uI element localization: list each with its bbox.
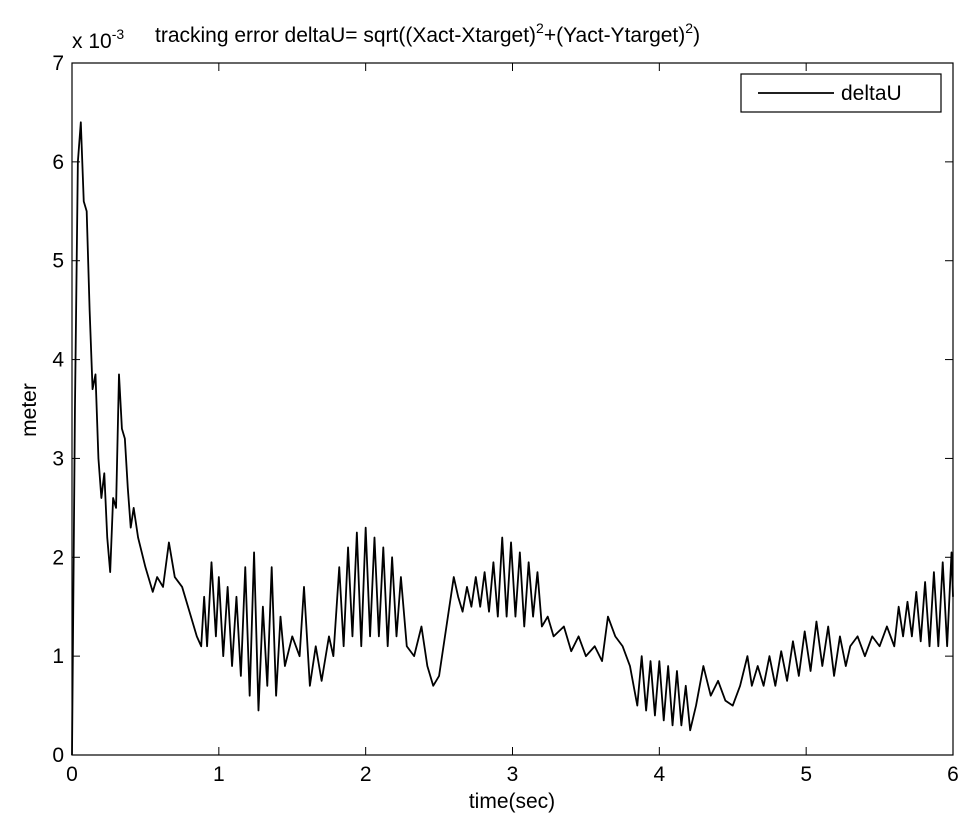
chart-title: tracking error deltaU= sqrt((Xact-Xtarge… <box>155 20 700 47</box>
text-part: +(Yact-Ytarget) <box>544 24 685 47</box>
y-multiplier: x 10-3 <box>72 26 124 53</box>
x-tick-label: 2 <box>360 763 372 786</box>
superscript: -3 <box>112 26 125 42</box>
y-tick-label: 3 <box>52 447 64 470</box>
text-part: ) <box>693 24 700 47</box>
x-tick-label: 6 <box>947 763 959 786</box>
superscript: 2 <box>685 20 693 36</box>
y-tick-label: 5 <box>52 250 64 273</box>
y-tick-label: 6 <box>52 151 64 174</box>
y-tick-label: 0 <box>52 744 64 767</box>
text-part: tracking error deltaU= sqrt((Xact-Xtarge… <box>155 24 536 47</box>
superscript: 2 <box>536 20 544 36</box>
y-tick-label: 2 <box>52 546 64 569</box>
x-tick-label: 1 <box>213 763 225 786</box>
legend-label: deltaU <box>841 82 902 105</box>
y-axis-label: meter <box>18 383 41 437</box>
data-line <box>71 121 954 756</box>
text-part: x 10 <box>72 30 112 53</box>
x-tick-label: 0 <box>66 763 78 786</box>
x-axis-label: time(sec) <box>469 790 555 813</box>
y-tick-label: 1 <box>52 645 64 668</box>
y-tick-label: 7 <box>52 52 64 75</box>
y-tick-label: 4 <box>52 349 64 372</box>
x-tick-label: 5 <box>800 763 812 786</box>
x-tick-label: 3 <box>507 763 519 786</box>
x-tick-label: 4 <box>653 763 665 786</box>
legend-box <box>740 73 942 113</box>
